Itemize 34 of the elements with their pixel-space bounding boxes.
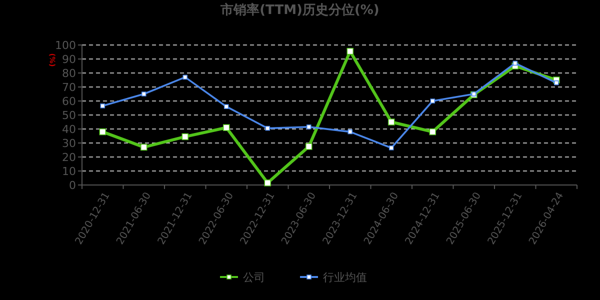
y-tick-label: 20 (62, 150, 76, 164)
point (182, 133, 189, 140)
point (430, 98, 436, 104)
y-tick-label: 10 (62, 164, 76, 178)
point (388, 146, 394, 150)
point (554, 80, 559, 86)
y-tick-label: 50 (62, 108, 76, 122)
point (388, 118, 395, 126)
y-tick-label: 30 (62, 136, 76, 150)
point (429, 128, 436, 136)
legend-label: 行业均值 (323, 270, 367, 284)
y-tick-label: 60 (62, 94, 76, 108)
y-tick-label: 70 (62, 80, 76, 94)
point (264, 180, 272, 186)
point (306, 124, 312, 130)
point (265, 126, 270, 131)
chart-title: 市销率(TTM)历史分位(%) (220, 2, 380, 18)
point (182, 74, 188, 80)
point (348, 129, 353, 134)
point (305, 143, 312, 150)
y-tick-label: 90 (62, 52, 76, 66)
y-tick-label: 0 (69, 178, 76, 192)
point (141, 92, 146, 96)
point (140, 144, 148, 151)
y-tick-label: 100 (55, 38, 76, 52)
y-tick-label: 40 (62, 122, 76, 136)
point (222, 124, 230, 131)
point (346, 48, 354, 55)
legend-label: 公司 (243, 270, 265, 284)
point (100, 104, 106, 108)
point (224, 104, 229, 109)
y-tick-label: 80 (62, 66, 76, 80)
point (99, 128, 106, 136)
point (512, 60, 518, 66)
